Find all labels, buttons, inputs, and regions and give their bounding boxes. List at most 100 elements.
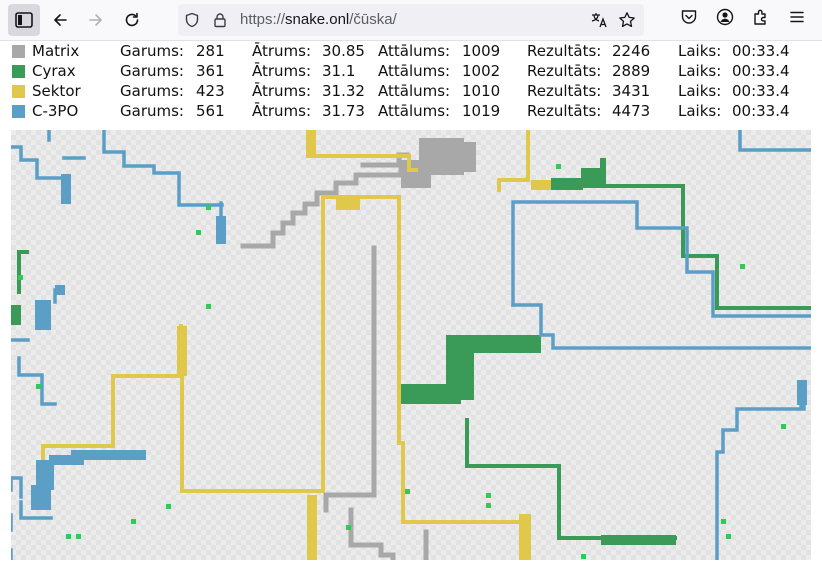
score-value: 4473: [612, 102, 651, 120]
arrow-right-icon: [89, 14, 102, 26]
food-pellet: [206, 205, 211, 210]
speed-label: Ātrums:: [252, 42, 312, 60]
snake-cyrax-body: [11, 158, 676, 545]
reload-icon: [125, 12, 139, 27]
time-label: Laiks:: [678, 82, 722, 100]
length-value: 423: [196, 82, 225, 100]
pocket-icon[interactable]: [680, 8, 698, 26]
url-path: /čūska/: [349, 11, 397, 28]
player-color-swatch: [12, 85, 25, 98]
food-pellet: [556, 164, 561, 169]
food-pellet: [166, 504, 171, 509]
food-pellet: [486, 503, 491, 508]
speed-label: Ātrums:: [252, 82, 312, 100]
score-label: Rezultāts:: [527, 62, 602, 80]
player-row: Cyrax Garums: 361 Ātrums: 31.1 Attālums:…: [0, 61, 822, 81]
food-pellet: [346, 525, 351, 530]
speed-value: 31.73: [322, 102, 365, 120]
food-pellet: [18, 275, 23, 280]
game-board[interactable]: [11, 130, 811, 560]
distance-value: 1019: [462, 102, 501, 120]
speed-label: Ātrums:: [252, 102, 312, 120]
food-pellet: [66, 534, 71, 539]
game-canvas: [11, 130, 811, 560]
distance-value: 1010: [462, 82, 501, 100]
distance-label: Attālums:: [378, 62, 451, 80]
player-row: Sektor Garums: 423 Ātrums: 31.32 Attālum…: [0, 81, 822, 101]
address-bar[interactable]: https://snake.onl/čūska/: [178, 4, 644, 36]
length-label: Garums:: [120, 82, 184, 100]
player-row: Matrix Garums: 281 Ātrums: 30.85 Attālum…: [0, 41, 822, 61]
score-label: Rezultāts:: [527, 102, 602, 120]
time-value: 00:33.4: [732, 62, 790, 80]
distance-value: 1009: [462, 42, 501, 60]
extensions-icon[interactable]: [752, 8, 770, 26]
player-row: C-3PO Garums: 561 Ātrums: 31.73 Attālums…: [0, 101, 822, 121]
player-name: Matrix: [32, 42, 80, 60]
food-pellet: [36, 384, 41, 389]
food-pellet: [206, 304, 211, 309]
shield-icon[interactable]: [184, 12, 200, 28]
score-value: 2246: [612, 42, 651, 60]
food-pellet: [740, 264, 745, 269]
url-text[interactable]: https://snake.onl/čūska/: [240, 11, 397, 28]
browser-toolbar: https://snake.onl/čūska/: [0, 0, 822, 41]
food-pellets: [18, 164, 786, 559]
score-label: Rezultāts:: [527, 42, 602, 60]
snake-c3po: [11, 130, 811, 560]
scoreboard: Matrix Garums: 281 Ātrums: 30.85 Attālum…: [0, 41, 822, 129]
distance-label: Attālums:: [378, 102, 451, 120]
time-label: Laiks:: [678, 62, 722, 80]
account-icon[interactable]: [716, 8, 734, 26]
snake-matrix-head: [401, 138, 476, 188]
food-pellet: [726, 534, 731, 539]
sidebar-icon: [15, 12, 33, 28]
score-value: 3431: [612, 82, 651, 100]
score-value: 2889: [612, 62, 651, 80]
arrow-left-icon: [54, 14, 67, 26]
speed-label: Ātrums:: [252, 62, 312, 80]
length-value: 281: [196, 42, 225, 60]
player-name: C-3PO: [32, 102, 79, 120]
distance-value: 1002: [462, 62, 501, 80]
speed-value: 31.32: [322, 82, 365, 100]
food-pellet: [721, 519, 726, 524]
lock-icon[interactable]: [212, 12, 228, 28]
translate-icon[interactable]: [590, 11, 608, 29]
speed-value: 31.1: [322, 62, 356, 80]
url-scheme: https://: [240, 11, 286, 28]
time-label: Laiks:: [678, 102, 722, 120]
sidebar-toggle-button[interactable]: [8, 4, 40, 36]
food-pellet: [131, 519, 136, 524]
score-label: Rezultāts:: [527, 82, 602, 100]
speed-value: 30.85: [322, 42, 365, 60]
url-host: snake.onl: [285, 11, 350, 28]
length-value: 361: [196, 62, 225, 80]
player-color-swatch: [12, 65, 25, 78]
time-value: 00:33.4: [732, 102, 790, 120]
player-color-swatch: [12, 105, 25, 118]
bookmark-star-icon[interactable]: [618, 11, 636, 29]
time-value: 00:33.4: [732, 42, 790, 60]
food-pellet: [486, 493, 491, 498]
distance-label: Attālums:: [378, 42, 451, 60]
length-label: Garums:: [120, 62, 184, 80]
length-label: Garums:: [120, 42, 184, 60]
time-label: Laiks:: [678, 42, 722, 60]
food-pellet: [781, 424, 786, 429]
length-value: 561: [196, 102, 225, 120]
player-name: Cyrax: [32, 62, 76, 80]
reload-button[interactable]: [116, 4, 148, 36]
player-name: Sektor: [32, 82, 81, 100]
food-pellet: [76, 534, 81, 539]
forward-button[interactable]: [80, 4, 112, 36]
length-label: Garums:: [120, 102, 184, 120]
snake-cyrax: [17, 184, 811, 540]
food-pellet: [405, 489, 410, 494]
distance-label: Attālums:: [378, 82, 451, 100]
player-color-swatch: [12, 45, 25, 58]
food-pellet: [196, 230, 201, 235]
hamburger-menu-icon[interactable]: [788, 8, 806, 26]
snake-c3po-body: [31, 174, 807, 510]
back-button[interactable]: [44, 4, 76, 36]
